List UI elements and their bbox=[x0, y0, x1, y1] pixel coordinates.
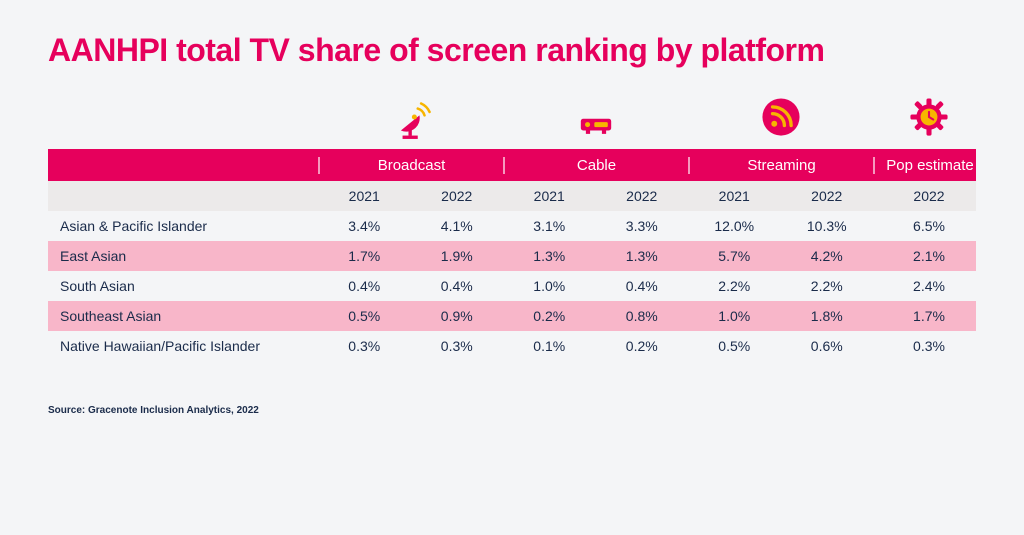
col-header: Streaming bbox=[688, 157, 873, 174]
data-cell: 1.0% bbox=[503, 278, 596, 294]
data-cell: 0.5% bbox=[318, 308, 411, 324]
table-row: Native Hawaiian/Pacific Islander0.3%0.3%… bbox=[48, 331, 976, 361]
data-cell: 1.0% bbox=[688, 308, 781, 324]
data-cell: 0.4% bbox=[318, 278, 411, 294]
icon-row bbox=[48, 87, 976, 149]
col-header: Broadcast bbox=[318, 157, 503, 174]
data-cell: 1.8% bbox=[781, 308, 874, 324]
page-title: AANHPI total TV share of screen ranking … bbox=[48, 32, 976, 69]
year-label: 2022 bbox=[873, 188, 985, 204]
table-row: Southeast Asian0.5%0.9%0.2%0.8%1.0%1.8%1… bbox=[48, 301, 976, 331]
data-cell: 3.4% bbox=[318, 218, 411, 234]
year-label: 2021 bbox=[503, 188, 596, 204]
year-label: 2022 bbox=[411, 188, 504, 204]
data-cell: 0.4% bbox=[411, 278, 504, 294]
data-cell: 0.4% bbox=[596, 278, 689, 294]
data-cell: 0.2% bbox=[596, 338, 689, 354]
data-cell: 5.7% bbox=[688, 248, 781, 264]
satellite-dish-icon bbox=[384, 90, 438, 149]
data-cell: 2.2% bbox=[781, 278, 874, 294]
year-label: 2021 bbox=[318, 188, 411, 204]
data-cell: 1.3% bbox=[596, 248, 689, 264]
year-label: 2021 bbox=[688, 188, 781, 204]
data-cell: 2.1% bbox=[873, 248, 985, 264]
data-cell: 2.2% bbox=[688, 278, 781, 294]
data-cell: 0.3% bbox=[318, 338, 411, 354]
data-cell: 12.0% bbox=[688, 218, 781, 234]
table-row: East Asian1.7%1.9%1.3%1.3%5.7%4.2%2.1% bbox=[48, 241, 976, 271]
category-header-row: Broadcast Cable Streaming Pop estimate bbox=[48, 149, 976, 181]
data-cell: 0.5% bbox=[688, 338, 781, 354]
year-label: 2022 bbox=[596, 188, 689, 204]
data-cell: 0.6% bbox=[781, 338, 874, 354]
table-row: South Asian0.4%0.4%1.0%0.4%2.2%2.2%2.4% bbox=[48, 271, 976, 301]
data-table: Broadcast Cable Streaming Pop estimate 2… bbox=[48, 87, 976, 361]
gear-clock-icon bbox=[902, 90, 956, 149]
data-cell: 0.1% bbox=[503, 338, 596, 354]
row-label: East Asian bbox=[48, 248, 318, 264]
row-label: Native Hawaiian/Pacific Islander bbox=[48, 338, 318, 354]
data-cell: 3.1% bbox=[503, 218, 596, 234]
data-cell: 3.3% bbox=[596, 218, 689, 234]
data-cell: 0.3% bbox=[873, 338, 985, 354]
data-cell: 0.9% bbox=[411, 308, 504, 324]
row-label: South Asian bbox=[48, 278, 318, 294]
data-cell: 2.4% bbox=[873, 278, 985, 294]
row-label: Southeast Asian bbox=[48, 308, 318, 324]
col-header: Cable bbox=[503, 157, 688, 174]
data-cell: 1.3% bbox=[503, 248, 596, 264]
row-label: Asian & Pacific Islander bbox=[48, 218, 318, 234]
data-cell: 1.7% bbox=[873, 308, 985, 324]
data-cell: 1.7% bbox=[318, 248, 411, 264]
rss-icon bbox=[754, 90, 808, 149]
data-cell: 0.8% bbox=[596, 308, 689, 324]
year-label: 2022 bbox=[781, 188, 874, 204]
col-header: Pop estimate bbox=[873, 157, 985, 174]
year-header-row: 2021 2022 2021 2022 2021 2022 2022 bbox=[48, 181, 976, 211]
data-cell: 6.5% bbox=[873, 218, 985, 234]
data-cell: 4.1% bbox=[411, 218, 504, 234]
table-body: Asian & Pacific Islander3.4%4.1%3.1%3.3%… bbox=[48, 211, 976, 361]
source-text: Source: Gracenote Inclusion Analytics, 2… bbox=[48, 405, 976, 416]
data-cell: 10.3% bbox=[781, 218, 874, 234]
data-cell: 0.3% bbox=[411, 338, 504, 354]
table-row: Asian & Pacific Islander3.4%4.1%3.1%3.3%… bbox=[48, 211, 976, 241]
cable-box-icon bbox=[569, 90, 623, 149]
data-cell: 1.9% bbox=[411, 248, 504, 264]
data-cell: 0.2% bbox=[503, 308, 596, 324]
data-cell: 4.2% bbox=[781, 248, 874, 264]
